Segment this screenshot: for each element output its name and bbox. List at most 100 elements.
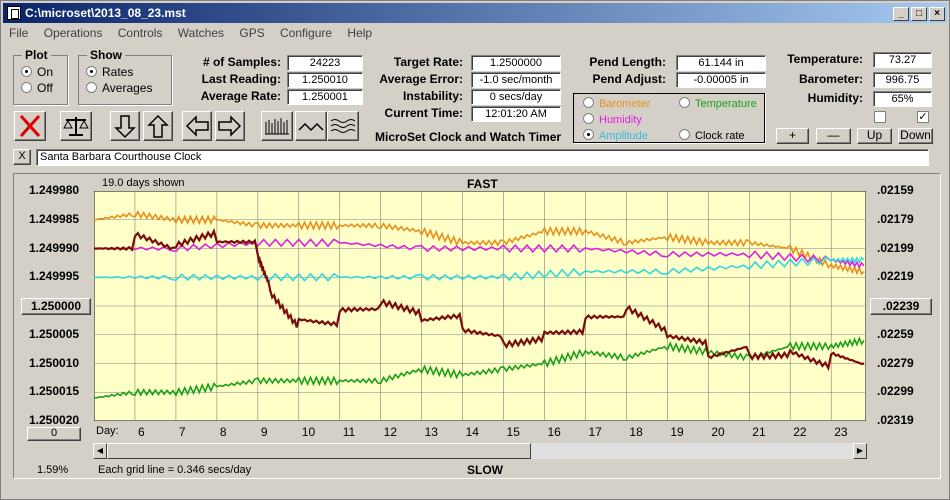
last-reading-field: 1.250010	[287, 72, 363, 88]
current-time-label: Current Time:	[384, 106, 463, 120]
line-view-button[interactable]	[295, 111, 327, 141]
arrow-left-button[interactable]	[182, 111, 212, 141]
arrow-right-icon	[218, 115, 242, 137]
balance-button[interactable]	[60, 111, 92, 141]
pend-length-field[interactable]: 61.144 in	[676, 55, 766, 71]
menu-help[interactable]: Help	[347, 26, 373, 40]
left-tick-label: 1.249990	[29, 240, 80, 255]
arrow-down-icon	[114, 115, 136, 139]
temperature-radio[interactable]: Temperature	[679, 97, 757, 110]
bar-pulses-icon	[265, 118, 289, 135]
arrow-up-icon	[147, 114, 169, 138]
plot-group: Plot	[13, 48, 68, 105]
x-tick-label: 22	[793, 425, 807, 439]
environment-checkbox-1[interactable]	[874, 111, 886, 123]
bars-view-button[interactable]	[261, 111, 293, 141]
humidity-radio[interactable]: Humidity	[583, 113, 642, 126]
window-title: C:\microset\2013_08_23.mst	[25, 6, 186, 20]
line-wave-icon	[298, 122, 324, 132]
left-tick-label: 1.250010	[29, 355, 80, 370]
right-tick-label: .02219	[877, 269, 914, 284]
current-time-field: 12:01:20 AM	[471, 106, 561, 122]
humidity-label: Humidity:	[807, 91, 863, 105]
radio-selected-icon	[86, 66, 97, 77]
show-averages-radio[interactable]: Averages	[86, 81, 152, 95]
plot-on-radio[interactable]: On	[21, 65, 53, 79]
scroll-right-icon[interactable]: ▶	[853, 443, 867, 459]
scroll-left-icon[interactable]: ◀	[93, 443, 107, 459]
x-tick-label: 20	[711, 425, 725, 439]
right-center-button[interactable]: .02239	[870, 298, 932, 315]
environment-checkbox-2[interactable]: ✓	[917, 111, 929, 123]
chart-frame	[13, 173, 941, 479]
radio-icon	[21, 82, 32, 93]
clock-rate-radio[interactable]: Clock rate	[679, 129, 745, 142]
radio-selected-icon	[583, 129, 594, 140]
app-icon	[7, 6, 21, 20]
multi-wave-icon	[330, 119, 356, 133]
samples-label: # of Samples:	[202, 55, 281, 69]
maximize-button[interactable]: □	[911, 7, 927, 21]
menu-controls[interactable]: Controls	[117, 26, 163, 40]
radio-icon	[679, 129, 690, 140]
plot-off-radio[interactable]: Off	[21, 81, 53, 95]
amplitude-radio[interactable]: Amplitude	[583, 129, 648, 142]
right-tick-label: .02279	[877, 355, 914, 370]
average-error-label: Average Error:	[379, 72, 463, 86]
radio-icon	[679, 97, 690, 108]
clock-name-field[interactable]: Santa Barbara Courthouse Clock	[36, 149, 929, 166]
x-tick-label: 6	[137, 425, 145, 439]
target-rate-field[interactable]: 1.2500000	[471, 55, 561, 71]
x-tick-label: 14	[465, 425, 479, 439]
menu-watches[interactable]: Watches	[177, 26, 225, 40]
right-tick-label: .02299	[877, 384, 914, 399]
show-group-title: Show	[87, 48, 125, 62]
left-center-button[interactable]: 1.250000	[21, 298, 91, 315]
menu-operations[interactable]: Operations	[43, 26, 103, 40]
temperature-option-label: Temperature	[695, 98, 757, 110]
radio-icon	[86, 82, 97, 93]
arrow-right-button[interactable]	[215, 111, 245, 141]
down-button[interactable]: Down	[898, 128, 933, 144]
minimize-button[interactable]: _	[893, 7, 909, 21]
plus-button[interactable]: +	[776, 128, 809, 144]
barometer-radio[interactable]: Barometer	[583, 97, 650, 110]
grid-note-label: Each grid line = 0.346 secs/day	[98, 464, 252, 476]
days-shown-label: 19.0 days shown	[102, 177, 185, 189]
wave-view-button[interactable]	[327, 111, 359, 141]
x-tick-label: 18	[629, 425, 643, 439]
right-tick-label: .02259	[877, 326, 914, 341]
scroll-thumb[interactable]	[107, 443, 531, 459]
left-tick-label: 1.250020	[29, 413, 80, 427]
minus-button[interactable]: —	[816, 128, 851, 144]
zero-button[interactable]: 0	[27, 427, 81, 441]
stop-button[interactable]	[14, 111, 46, 141]
show-rates-radio[interactable]: Rates	[86, 65, 133, 79]
average-rate-label: Average Rate:	[200, 89, 281, 103]
plot-area	[94, 191, 866, 421]
x-tick-label: 21	[752, 425, 766, 439]
menu-file[interactable]: File	[9, 26, 29, 40]
menu-gps[interactable]: GPS	[239, 26, 265, 40]
menu-configure[interactable]: Configure	[280, 26, 333, 40]
close-clock-button[interactable]: X	[13, 149, 31, 165]
show-rates-label: Rates	[102, 65, 134, 79]
x-tick-label: 15	[506, 425, 520, 439]
up-button[interactable]: Up	[857, 128, 892, 144]
close-window-button[interactable]: ×	[929, 7, 945, 21]
menu-bar: File Operations Controls Watches GPS Con…	[3, 24, 947, 42]
barometer-field: 996.75	[873, 72, 932, 88]
horizontal-scrollbar[interactable]: ◀ ▶	[93, 443, 867, 459]
arrow-up-button[interactable]	[143, 111, 173, 141]
series-line-humidity	[94, 238, 865, 270]
x-tick-label: 19	[670, 425, 684, 439]
radio-icon	[583, 97, 594, 108]
temperature-label: Temperature:	[787, 52, 863, 66]
x-tick-label: 12	[383, 425, 398, 439]
arrow-down-button[interactable]	[110, 111, 140, 141]
series-line-barometer	[94, 209, 865, 276]
app-title: MicroSet Clock and Watch Timer	[375, 130, 562, 144]
right-tick-label: .02159	[877, 183, 914, 197]
x-tick-label: 23	[834, 425, 848, 439]
